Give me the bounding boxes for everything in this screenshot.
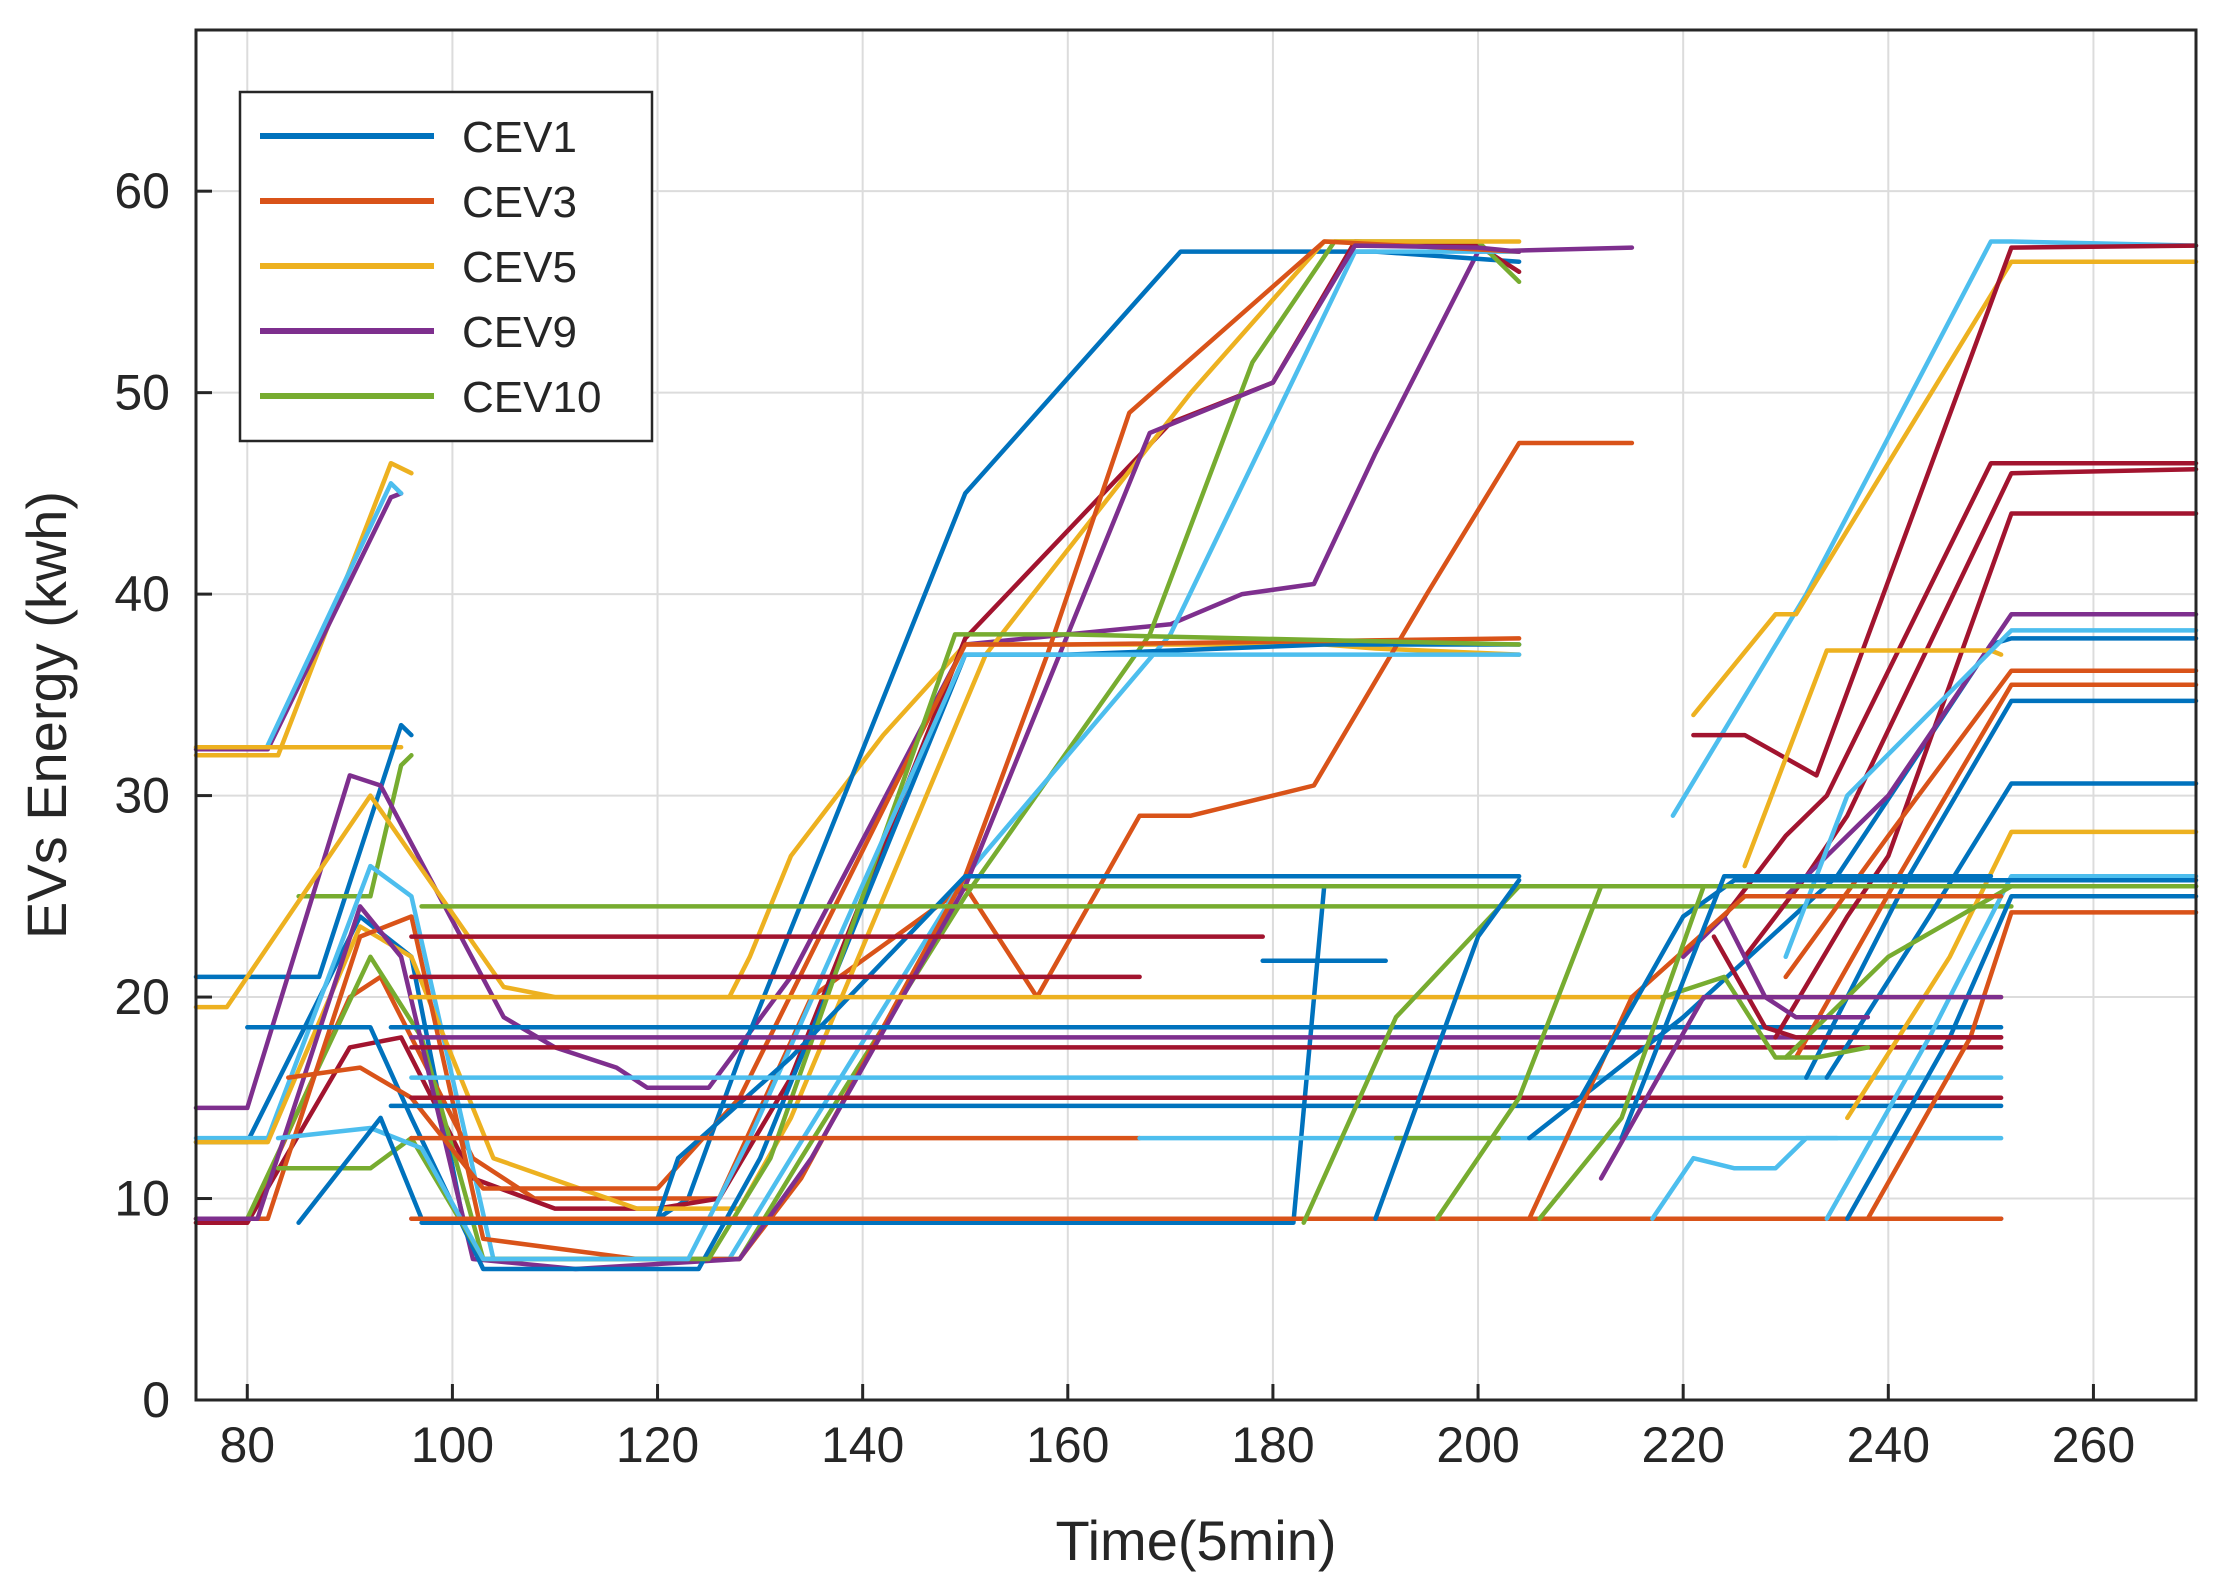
series-line-s-r-3 — [286, 636, 1522, 1191]
series-line-s-b-m2 — [1578, 877, 2199, 1101]
x-axis-title: Time(5min) — [1055, 1509, 1336, 1572]
series-line-s-b-m1 — [1373, 877, 1522, 1221]
x-tick-label: 120 — [616, 1417, 699, 1473]
x-tick-label: 160 — [1026, 1417, 1109, 1473]
series-group — [193, 239, 2199, 1272]
series-line-s-lb-r4 — [1650, 1135, 1840, 1221]
series-line-s-p-r1 — [1783, 612, 2199, 899]
x-tick-label: 200 — [1436, 1417, 1519, 1473]
y-axis-title: EVs Energy (kwh) — [15, 491, 78, 939]
y-tick-label: 10 — [114, 1171, 170, 1227]
series-line-s-dr-r4 — [1773, 511, 2199, 1040]
series-line-s-y-2 — [193, 239, 1522, 1211]
legend: CEV1 CEV3 CEV5 CEV9 CEV10 — [238, 90, 654, 443]
x-tick-label: 100 — [411, 1417, 494, 1473]
tick-group: 80 100 120 140 160 180 200 220 240 260 0 10 20 30 40 50… — [114, 163, 2135, 1473]
series-line-s-b-3 — [245, 642, 1522, 1272]
series-line-s-g-3 — [275, 632, 1522, 1262]
y-tick-label: 20 — [114, 969, 170, 1025]
series-line-s-dr-r2 — [1721, 460, 2199, 919]
series-line-s-lb-r1 — [1670, 239, 2199, 818]
y-tick-label: 40 — [114, 566, 170, 622]
series-line-s-dr-r3 — [1742, 466, 2199, 960]
series-line-s-r-r1 — [1783, 668, 2199, 980]
series-line-s-g-1 — [193, 239, 1522, 1262]
series-line-s-y-r1 — [1691, 259, 2199, 718]
y-tick-label: 50 — [114, 365, 170, 421]
series-line-CEV1 — [193, 722, 414, 980]
legend-label-CEV9: CEV9 — [462, 308, 577, 357]
series-line-s-lb-r3 — [1824, 873, 2199, 1221]
series-line-s-g-r2 — [1660, 974, 1871, 1060]
series-line-s-p-2 — [193, 243, 1522, 1272]
series-line-s-lb-a — [265, 481, 404, 748]
x-tick-label: 240 — [1847, 1417, 1930, 1473]
x-tick-label: 140 — [821, 1417, 904, 1473]
series-line-s-b-m3 — [1619, 873, 1994, 1141]
series-line-s-y-r2 — [1742, 648, 2004, 869]
y-tick-label: 30 — [114, 768, 170, 824]
y-tick-label: 60 — [114, 163, 170, 219]
series-line-s-dr-r1 — [1691, 243, 2199, 778]
legend-label-CEV3: CEV3 — [462, 178, 577, 227]
series-line-s-r-m1 — [1527, 894, 2004, 1221]
legend-label-CEV10: CEV10 — [462, 373, 601, 422]
legend-label-CEV1: CEV1 — [462, 113, 577, 162]
series-line-s-r-r2 — [1793, 682, 2199, 1060]
x-tick-label: 80 — [219, 1417, 275, 1473]
x-tick-label: 260 — [2052, 1417, 2135, 1473]
plot-frame — [194, 28, 2198, 1402]
legend-label-CEV5: CEV5 — [462, 243, 577, 292]
series-line-s-p-m1 — [1598, 994, 2004, 1181]
series-line-s-g-m2 — [1434, 884, 2199, 1221]
x-tick-label: 220 — [1641, 1417, 1724, 1473]
series-line-s-dr-r5 — [1711, 934, 2004, 1040]
series-line-s-g-m3 — [1537, 884, 1788, 1221]
series-line-CEV10 — [296, 753, 414, 899]
x-tick-label: 180 — [1231, 1417, 1314, 1473]
series-line-s-b-r2 — [1804, 698, 2199, 1080]
series-line-s-g-m1 — [1301, 884, 1522, 1225]
series-line-s-b-r4 — [1845, 894, 2199, 1221]
y-tick-label: 0 — [142, 1372, 170, 1428]
series-line-s-r-r3 — [1865, 910, 2199, 1221]
